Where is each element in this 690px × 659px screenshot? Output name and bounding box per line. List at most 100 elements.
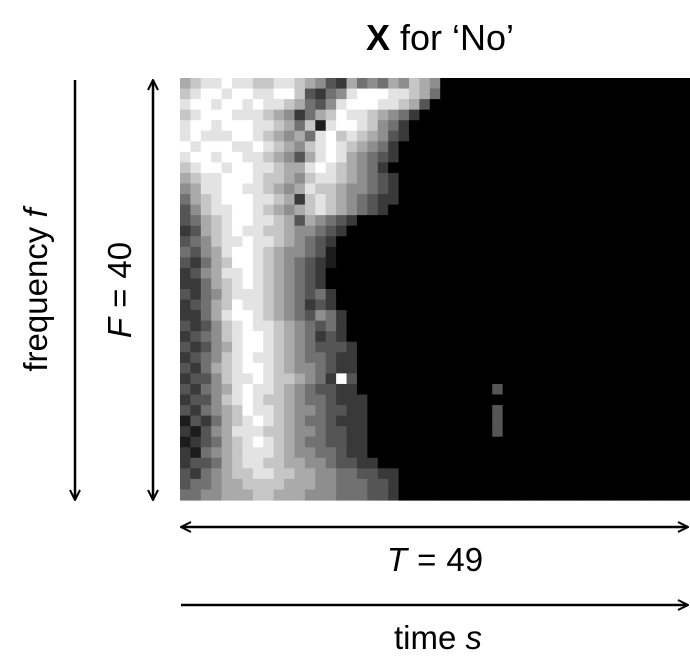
- heatmap-cell: [471, 151, 483, 163]
- heatmap-cell: [554, 172, 566, 185]
- heatmap-cell: [398, 468, 410, 480]
- heatmap-cell: [221, 267, 233, 280]
- heatmap-cell: [440, 331, 452, 343]
- heatmap-cell: [492, 299, 504, 311]
- heatmap-cell: [523, 415, 535, 427]
- heatmap-cell: [367, 141, 379, 153]
- heatmap-cell: [408, 426, 420, 438]
- heatmap-cell: [513, 468, 525, 480]
- heatmap-cell: [252, 457, 264, 469]
- heatmap-cell: [180, 225, 192, 237]
- heatmap-cell: [200, 383, 212, 396]
- heatmap-cell: [523, 99, 535, 111]
- heatmap-cell: [419, 151, 431, 163]
- heatmap-cell: [284, 78, 296, 90]
- heatmap-cell: [388, 468, 400, 480]
- heatmap-cell: [325, 120, 337, 132]
- heatmap-cell: [523, 478, 535, 491]
- heatmap-cell: [481, 373, 493, 385]
- heatmap-cell: [190, 405, 202, 417]
- heatmap-cell: [606, 78, 618, 90]
- heatmap-cell: [461, 88, 473, 100]
- heatmap-cell: [440, 236, 452, 248]
- heatmap-cell: [356, 373, 368, 385]
- heatmap-cell: [554, 478, 566, 491]
- heatmap-cell: [315, 331, 327, 343]
- T-label: T = 49: [387, 541, 483, 578]
- heatmap-cell: [284, 299, 296, 311]
- heatmap-cell: [648, 194, 660, 206]
- heatmap-cell: [627, 194, 639, 206]
- heatmap-cell: [315, 426, 327, 438]
- heatmap-cell: [450, 78, 462, 90]
- heatmap-cell: [408, 489, 420, 501]
- heatmap-cell: [377, 362, 389, 374]
- heatmap-cell: [627, 489, 639, 501]
- heatmap-cell: [211, 310, 223, 322]
- heatmap-cell: [575, 373, 587, 385]
- heatmap-cell: [398, 204, 410, 216]
- heatmap-cell: [429, 478, 441, 491]
- heatmap-cell: [408, 394, 420, 406]
- heatmap-cell: [294, 151, 306, 163]
- heatmap-cell: [679, 278, 690, 290]
- heatmap-cell: [388, 99, 400, 111]
- heatmap-cell: [596, 394, 608, 406]
- heatmap-cell: [367, 257, 379, 269]
- heatmap-cell: [679, 289, 690, 301]
- heatmap-cell: [200, 310, 212, 322]
- heatmap-cell: [294, 225, 306, 237]
- heatmap-cell: [440, 278, 452, 290]
- heatmap-cell: [398, 88, 410, 100]
- heatmap-cell: [658, 246, 670, 258]
- heatmap-cell: [554, 204, 566, 216]
- heatmap-cell: [617, 194, 629, 206]
- heatmap-cell: [481, 362, 493, 374]
- heatmap-cell: [502, 120, 514, 132]
- heatmap-cell: [252, 320, 264, 332]
- heatmap-cell: [304, 436, 316, 448]
- heatmap-cell: [388, 78, 400, 90]
- heatmap-cell: [575, 299, 587, 311]
- heatmap-cell: [461, 489, 473, 501]
- heatmap-cell: [429, 331, 441, 343]
- heatmap-cell: [565, 246, 577, 258]
- title-bold: X: [366, 17, 390, 58]
- heatmap-cell: [492, 204, 504, 216]
- heatmap-cell: [471, 299, 483, 311]
- heatmap-cell: [419, 373, 431, 385]
- heatmap-cell: [492, 436, 504, 448]
- heatmap-cell: [544, 489, 556, 501]
- heatmap-cell: [346, 141, 358, 153]
- heatmap-cell: [273, 120, 285, 132]
- heatmap-cell: [304, 215, 316, 227]
- heatmap-cell: [252, 172, 264, 185]
- heatmap-cell: [336, 151, 348, 163]
- heatmap-cell: [679, 436, 690, 448]
- heatmap-cell: [461, 405, 473, 417]
- heatmap-cell: [325, 172, 337, 185]
- heatmap-cell: [221, 246, 233, 258]
- heatmap-cell: [325, 426, 337, 438]
- heatmap-cell: [346, 278, 358, 290]
- heatmap-cell: [336, 320, 348, 332]
- heatmap-cell: [346, 405, 358, 417]
- heatmap-cell: [356, 257, 368, 269]
- heatmap-cell: [398, 78, 410, 90]
- heatmap-cell: [450, 99, 462, 111]
- heatmap-cell: [606, 331, 618, 343]
- heatmap-cell: [356, 130, 368, 142]
- heatmap-cell: [627, 383, 639, 396]
- heatmap-cell: [617, 362, 629, 374]
- heatmap-cell: [440, 394, 452, 406]
- heatmap-cell: [575, 246, 587, 258]
- heatmap-cell: [263, 436, 275, 448]
- heatmap-cell: [533, 130, 545, 142]
- heatmap-cell: [554, 489, 566, 501]
- heatmap-cell: [388, 383, 400, 396]
- heatmap-cell: [408, 236, 420, 248]
- heatmap-cell: [377, 341, 389, 353]
- heatmap-cell: [637, 99, 649, 111]
- heatmap-cell: [513, 151, 525, 163]
- heatmap-cell: [304, 267, 316, 280]
